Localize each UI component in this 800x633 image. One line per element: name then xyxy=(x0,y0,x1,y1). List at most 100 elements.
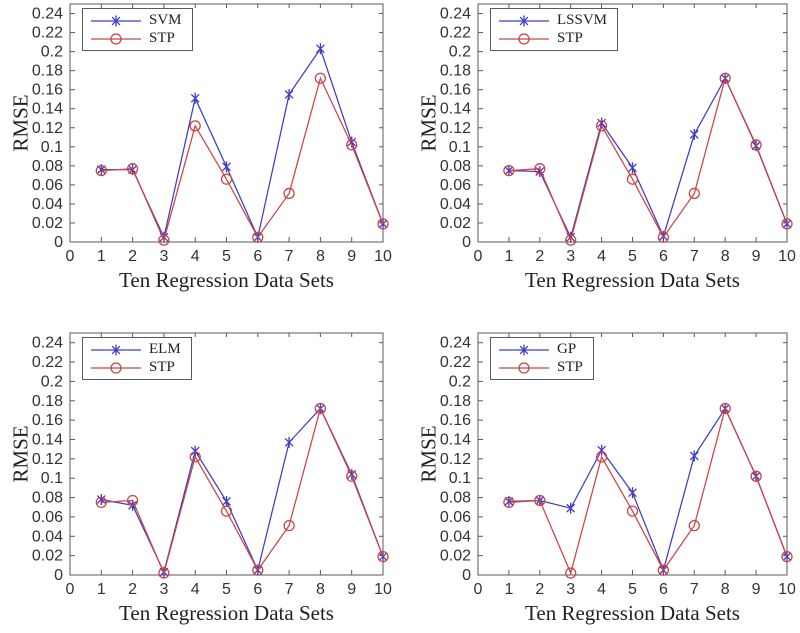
legend: ELM STP xyxy=(82,337,192,380)
svg-text:0.2: 0.2 xyxy=(41,44,63,61)
svg-text:5: 5 xyxy=(222,248,231,265)
legend-item-red: STP xyxy=(90,30,182,47)
svg-text:0.18: 0.18 xyxy=(440,393,471,410)
svg-text:9: 9 xyxy=(347,248,356,265)
svg-text:0: 0 xyxy=(66,581,75,598)
svg-text:0.02: 0.02 xyxy=(440,548,471,565)
legend-label: SVM xyxy=(149,12,182,28)
svg-text:0.04: 0.04 xyxy=(32,528,63,545)
svg-text:0.16: 0.16 xyxy=(32,412,63,429)
legend-label: STP xyxy=(557,30,583,46)
svg-text:0.1: 0.1 xyxy=(449,139,471,156)
svg-text:0.18: 0.18 xyxy=(32,393,63,410)
svg-text:8: 8 xyxy=(721,581,730,598)
svg-text:0.22: 0.22 xyxy=(440,354,471,371)
x-axis-label: Ten Regression Data Sets xyxy=(119,601,334,625)
svg-text:0.24: 0.24 xyxy=(32,6,63,23)
svg-text:0: 0 xyxy=(54,234,63,251)
svg-text:0.04: 0.04 xyxy=(32,196,63,213)
svg-text:0.12: 0.12 xyxy=(440,120,471,137)
svg-text:2: 2 xyxy=(128,248,137,265)
legend-item-blue: LSSVM xyxy=(498,12,607,29)
svg-text:0.14: 0.14 xyxy=(440,431,471,448)
svg-text:3: 3 xyxy=(159,581,168,598)
svg-text:0.12: 0.12 xyxy=(32,120,63,137)
svg-text:0: 0 xyxy=(462,567,471,584)
svg-text:8: 8 xyxy=(721,248,730,265)
svg-text:0.1: 0.1 xyxy=(41,139,63,156)
svg-text:0.02: 0.02 xyxy=(32,548,63,565)
svg-text:10: 10 xyxy=(778,581,796,598)
svg-text:0: 0 xyxy=(474,581,483,598)
svg-text:9: 9 xyxy=(347,581,356,598)
svg-text:0: 0 xyxy=(462,234,471,251)
x-axis-label: Ten Regression Data Sets xyxy=(525,268,740,292)
svg-text:8: 8 xyxy=(316,581,325,598)
legend-label: GP xyxy=(557,341,577,357)
svg-text:0.12: 0.12 xyxy=(440,451,471,468)
svg-text:5: 5 xyxy=(222,581,231,598)
legend-label: STP xyxy=(557,359,583,375)
svg-text:0.22: 0.22 xyxy=(440,25,471,42)
legend: LSSVM STP xyxy=(490,8,619,51)
chart-panel-elm: 0 1 2 3 4 5 6 7 8 9 10 0 0.02 0.04 0.06 0.08 0.1 0.12 0.14… xyxy=(0,317,400,633)
legend-swatch-asterisk-line xyxy=(91,15,141,26)
legend-item-red: STP xyxy=(90,359,181,376)
y-axis-label: RMSE xyxy=(416,425,441,483)
svg-text:1: 1 xyxy=(504,581,513,598)
svg-text:0.06: 0.06 xyxy=(440,509,471,526)
legend: SVM STP xyxy=(82,8,193,51)
svg-text:8: 8 xyxy=(316,248,325,265)
svg-text:6: 6 xyxy=(659,581,668,598)
chart-panel-gp: 0 1 2 3 4 5 6 7 8 9 10 0 0.02 0.04 0.06 0.08 0.1 0.12 0.14… xyxy=(400,317,800,633)
svg-text:0.22: 0.22 xyxy=(32,354,63,371)
plot-area-svg: 0 1 2 3 4 5 6 7 8 9 1000.020.040.060.080.10.120.14… xyxy=(440,3,796,265)
svg-text:3: 3 xyxy=(566,581,575,598)
svg-text:6: 6 xyxy=(253,581,262,598)
legend-swatch-circle-line xyxy=(91,32,141,45)
svg-text:0.24: 0.24 xyxy=(440,6,471,23)
legend-swatch-circle-line xyxy=(499,361,549,374)
svg-text:3: 3 xyxy=(159,248,168,265)
plot-area-svg: 0 1 2 3 4 5 6 7 8 9 1000.020.040.060.080.10.120.14… xyxy=(32,332,392,598)
svg-text:0.08: 0.08 xyxy=(440,158,471,175)
svg-text:0.08: 0.08 xyxy=(32,158,63,175)
y-axis-label: RMSE xyxy=(8,94,33,152)
svg-text:10: 10 xyxy=(374,248,392,265)
svg-text:0: 0 xyxy=(474,248,483,265)
svg-text:0.2: 0.2 xyxy=(449,44,471,61)
svg-text:0.2: 0.2 xyxy=(449,373,471,390)
svg-text:0.14: 0.14 xyxy=(32,101,63,118)
legend-label: STP xyxy=(149,30,175,46)
legend-swatch-circle-line xyxy=(91,361,141,374)
svg-text:7: 7 xyxy=(285,581,294,598)
svg-text:2: 2 xyxy=(535,581,544,598)
legend-swatch-asterisk-line xyxy=(499,15,549,26)
svg-text:0.08: 0.08 xyxy=(32,490,63,507)
svg-text:0.14: 0.14 xyxy=(32,431,63,448)
svg-text:3: 3 xyxy=(566,248,575,265)
svg-text:0.04: 0.04 xyxy=(440,528,471,545)
chart-panel-svm: 0 1 2 3 4 5 6 7 8 9 10 0 0.02 0.04 0.06 0.08 0.1 0.12 0.14… xyxy=(0,0,400,316)
x-axis-label: Ten Regression Data Sets xyxy=(119,268,334,292)
legend-item-red: STP xyxy=(498,359,583,376)
legend-swatch-asterisk-line xyxy=(499,344,549,355)
svg-text:9: 9 xyxy=(752,248,761,265)
svg-text:4: 4 xyxy=(191,581,200,598)
svg-text:0.04: 0.04 xyxy=(440,196,471,213)
svg-text:10: 10 xyxy=(778,248,796,265)
svg-text:0.06: 0.06 xyxy=(32,509,63,526)
svg-text:0.12: 0.12 xyxy=(32,451,63,468)
svg-text:0.1: 0.1 xyxy=(41,470,63,487)
svg-text:0.18: 0.18 xyxy=(32,63,63,80)
svg-text:5: 5 xyxy=(628,248,637,265)
svg-text:1: 1 xyxy=(97,581,106,598)
svg-text:7: 7 xyxy=(285,248,294,265)
plot-area-svg: 0 1 2 3 4 5 6 7 8 9 1000.020.040.060.080.10.120.14… xyxy=(32,3,392,265)
legend-swatch-asterisk-line xyxy=(91,344,141,355)
legend-swatch-circle-line xyxy=(499,32,549,45)
svg-text:0.18: 0.18 xyxy=(440,63,471,80)
svg-text:0.06: 0.06 xyxy=(440,177,471,194)
x-axis-label: Ten Regression Data Sets xyxy=(525,601,740,625)
